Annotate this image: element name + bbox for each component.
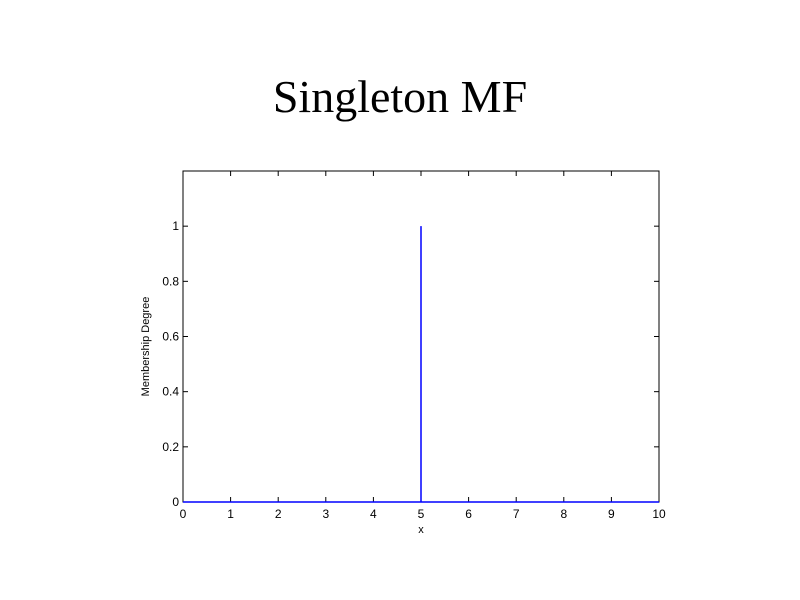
y-axis-label: Membership Degree <box>140 297 152 397</box>
x-axis-label: x <box>418 524 424 536</box>
x-tick-label: 7 <box>513 507 520 521</box>
y-tick-label: 0.2 <box>162 440 179 454</box>
y-tick-labels: 0 0.2 0.4 0.6 0.8 1 <box>162 219 179 509</box>
x-tick-label: 10 <box>652 507 666 521</box>
x-tick-label: 0 <box>180 507 187 521</box>
x-tick-label: 8 <box>560 507 567 521</box>
y-tick-label: 0.4 <box>162 385 179 399</box>
y-tick-label: 1 <box>172 219 179 233</box>
y-tick-label: 0.6 <box>162 330 179 344</box>
y-tick-label: 0.8 <box>162 274 179 288</box>
x-tick-label: 3 <box>322 507 329 521</box>
x-tick-label: 2 <box>275 507 282 521</box>
series-layer <box>183 226 659 503</box>
x-tick-label: 9 <box>608 507 615 521</box>
x-tick-label: 1 <box>227 507 234 521</box>
x-tick-labels: 0 1 2 3 4 5 6 7 8 9 10 <box>180 507 666 521</box>
x-tick-label: 4 <box>370 507 377 521</box>
x-tick-label: 5 <box>418 507 425 521</box>
y-tick-label: 0 <box>172 495 179 509</box>
slide-title: Singleton MF <box>272 71 528 122</box>
x-tick-label: 6 <box>465 507 472 521</box>
series-line <box>183 226 659 503</box>
